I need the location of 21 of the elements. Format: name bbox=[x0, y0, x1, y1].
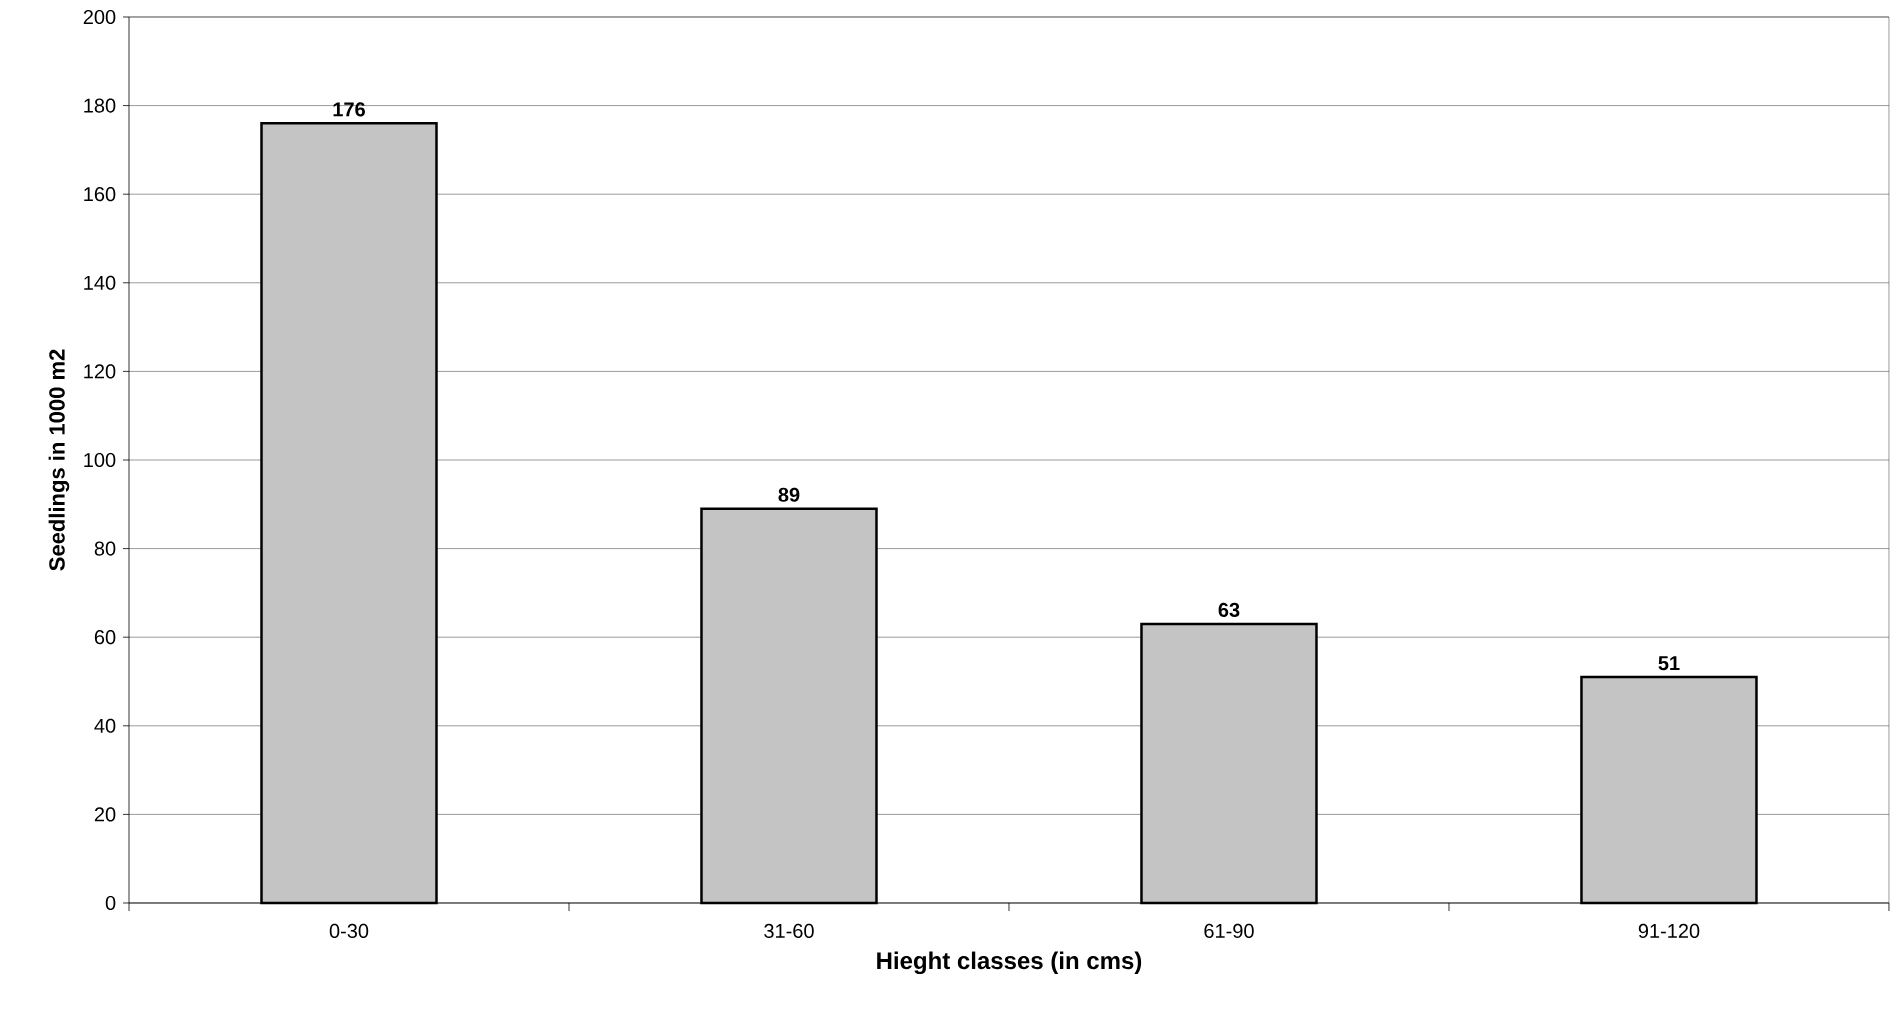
y-axis-title: Seedlings in 1000 m2 bbox=[48, 349, 70, 571]
y-tick-label: 200 bbox=[83, 9, 116, 25]
y-tick-label: 100 bbox=[84, 452, 116, 468]
y-tick-label: 140 bbox=[84, 275, 116, 290]
y-tick-label: 180 bbox=[84, 98, 116, 113]
x-axis-title: Hieght classes (in cms) bbox=[877, 951, 1142, 975]
data-label: 89 bbox=[778, 487, 800, 502]
y-tick-label: 60 bbox=[94, 630, 116, 645]
y-tick-label: 80 bbox=[94, 541, 116, 556]
x-tick-label: 31-60 bbox=[764, 923, 814, 939]
x-tick-label: 61-90 bbox=[1204, 923, 1254, 939]
x-tick-label: 91-120 bbox=[1638, 923, 1700, 939]
data-label: 63 bbox=[1218, 602, 1240, 618]
y-tick-label: 160 bbox=[84, 187, 116, 202]
y-tick-label: 20 bbox=[94, 807, 116, 822]
x-tick-label: 0-30 bbox=[329, 923, 369, 939]
y-tick-label: 120 bbox=[84, 364, 116, 379]
y-tick-label: 0 bbox=[105, 895, 116, 911]
data-label: 51 bbox=[1658, 656, 1680, 671]
data-label: 176 bbox=[333, 102, 365, 117]
y-tick-label: 40 bbox=[94, 718, 116, 733]
